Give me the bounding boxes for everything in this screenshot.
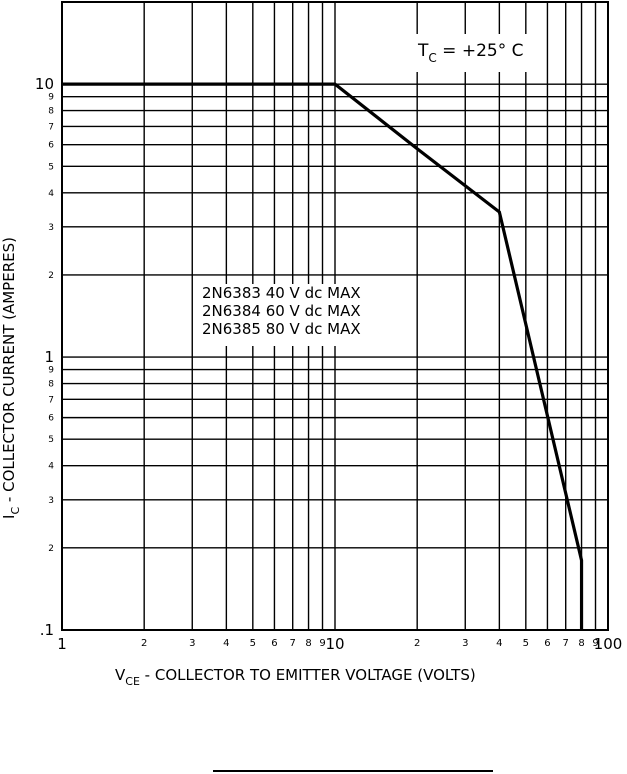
condition: TC = +25° C	[417, 41, 523, 65]
y-tick-label: 8	[48, 107, 54, 117]
y-label-main: I	[0, 515, 18, 519]
y-tick-label: 2	[48, 271, 54, 281]
y-tick-label: 10	[35, 75, 54, 93]
y-tick-label: 9	[48, 366, 54, 376]
annotation-box	[196, 284, 393, 346]
condition-main: T	[417, 41, 429, 61]
x-tick-label: 8	[578, 638, 584, 649]
y-tick-label: 5	[48, 435, 54, 445]
x-axis-label: VCE - COLLECTOR TO EMITTER VOLTAGE (VOLT…	[115, 666, 476, 688]
x-tick-label: 9	[319, 638, 325, 649]
condition-rest: = +25° C	[437, 41, 524, 61]
grid	[61, 2, 609, 631]
x-tick-label: 100	[594, 635, 623, 653]
annotation: 2N6384 60 V dc MAX	[202, 302, 361, 320]
x-tick-label: 6	[271, 638, 277, 649]
x-tick-label: 8	[305, 638, 311, 649]
x-tick-label: 4	[496, 638, 502, 649]
x-tick-label: 4	[223, 638, 229, 649]
annotation: 2N6385 80 V dc MAX	[202, 320, 361, 338]
condition-sub: C	[428, 51, 436, 65]
x-tick-label: 2	[141, 638, 147, 649]
y-tick-label: 6	[48, 141, 54, 151]
x-label-rest: - COLLECTOR TO EMITTER VOLTAGE (VOLTS)	[140, 666, 476, 684]
x-tick-label: 1	[57, 635, 67, 653]
x-label-main: V	[115, 666, 126, 684]
y-tick-label: 9	[48, 93, 54, 103]
y-tick-label: 7	[48, 122, 54, 132]
x-tick-label: 5	[523, 638, 529, 649]
y-tick-label: 7	[48, 395, 54, 405]
y-tick-label: 1	[44, 348, 54, 366]
y-tick-label: 3	[48, 496, 54, 506]
x-tick-label: 5	[250, 638, 256, 649]
x-tick-label: 3	[189, 638, 195, 649]
x-tick-label: 7	[290, 638, 296, 649]
condition-box	[410, 34, 540, 72]
y-tick-label: 4	[48, 189, 54, 199]
x-tick-label: 6	[544, 638, 550, 649]
x-tick-label: 2	[414, 638, 420, 649]
annotation: 2N6383 40 V dc MAX	[202, 284, 361, 302]
y-tick-label: 3	[48, 223, 54, 233]
y-tick-label: 6	[48, 414, 54, 424]
x-tick-label: 9	[592, 638, 598, 649]
x-label-sub: CE	[125, 675, 140, 688]
soa-line	[62, 82, 584, 630]
y-axis-label: IC - COLLECTOR CURRENT (AMPERES)	[0, 237, 22, 519]
y-tick-label: 8	[48, 380, 54, 390]
x-tick-label: 7	[563, 638, 569, 649]
y-tick-label: 4	[48, 462, 54, 472]
y-label-sub: C	[9, 507, 22, 515]
y-label-rest: - COLLECTOR CURRENT (AMPERES)	[0, 237, 18, 507]
y-tick-label: 5	[48, 162, 54, 172]
y-tick-label: 2	[48, 544, 54, 554]
y-tick-label: .1	[40, 621, 54, 639]
data	[62, 82, 584, 630]
x-tick-label: 10	[325, 635, 344, 653]
x-tick-label: 3	[462, 638, 468, 649]
